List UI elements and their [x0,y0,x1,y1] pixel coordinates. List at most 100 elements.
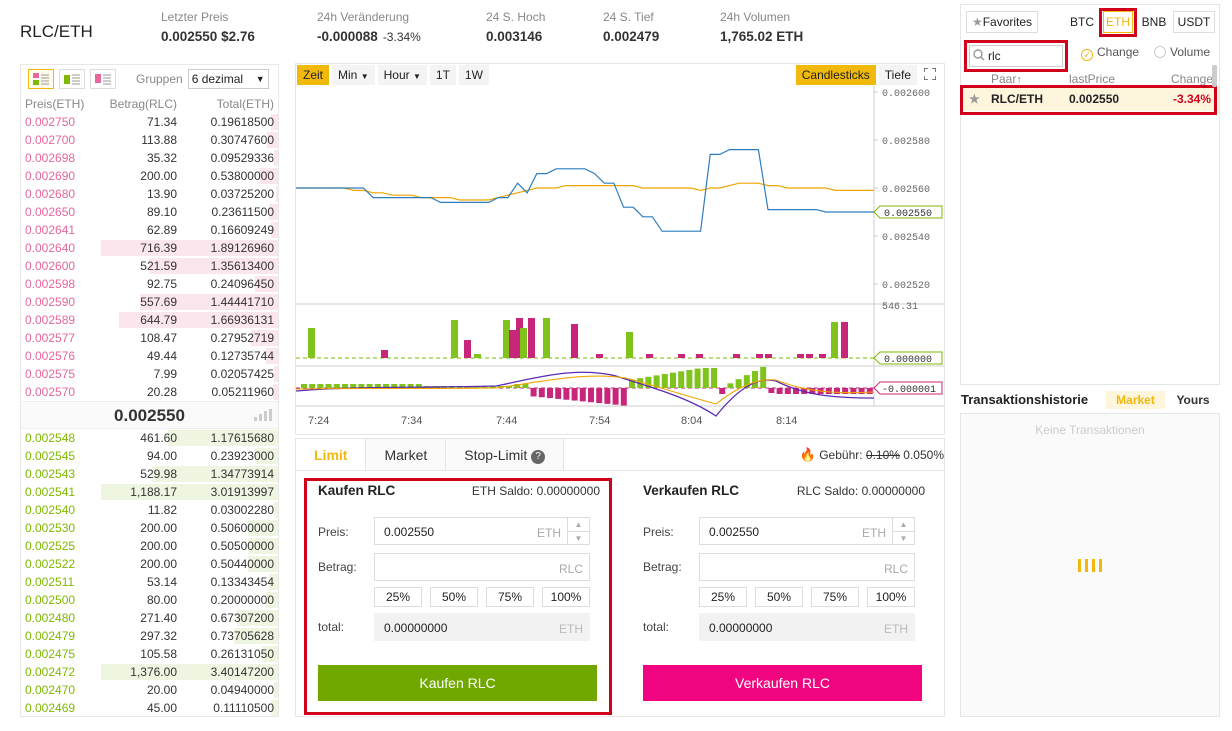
quote-bnb[interactable]: BNB [1138,11,1170,33]
ask-row[interactable]: 0.002600 521.59 1.35613400 [21,257,278,275]
hour-dropdown[interactable]: Hour ▼ [377,65,427,85]
bid-row[interactable]: 0.002500 80.00 0.20000000 [21,591,278,609]
bid-row[interactable]: 0.002543 529.98 1.34773914 [21,465,278,483]
bid-row[interactable]: 0.002522 200.00 0.50440000 [21,555,278,573]
ask-row[interactable]: 0.002589 644.79 1.66936131 [21,311,278,329]
ask-row[interactable]: 0.002570 20.28 0.05211960 [21,383,278,401]
buy-pct-100[interactable]: 100% [542,587,590,607]
view-bids-icon[interactable] [59,69,85,89]
price-cell: 0.002577 [25,331,76,345]
sell-amount-input[interactable]: RLC [699,553,915,581]
help-icon[interactable]: ? [531,450,546,464]
ask-row[interactable]: 0.002700 113.88 0.30747600 [21,131,278,149]
market-row[interactable]: ★ RLC/ETH 0.002550 -3.34% [961,87,1219,111]
ask-row[interactable]: 0.002576 49.44 0.12735744 [21,347,278,365]
total-cell: 0.50600000 [210,521,274,535]
quote-usdt[interactable]: USDT [1173,11,1215,33]
search-box[interactable]: rlc [964,40,1068,72]
scrollbar[interactable] [1212,65,1217,87]
col-price[interactable]: lastPrice [1069,72,1116,86]
col-change[interactable]: Change [1170,72,1213,86]
col-pair[interactable]: Paar↑ [991,72,1022,86]
ask-row[interactable]: 0.002641 62.89 0.16609249 [21,221,278,239]
macd-bar [842,388,849,394]
quote-btc[interactable]: BTC [1065,11,1099,33]
quote-eth[interactable]: ETH [1103,11,1133,33]
bid-row[interactable]: 0.002475 105.58 0.26131050 [21,645,278,663]
sell-pct-25[interactable]: 25% [699,587,747,607]
buy-pct-25[interactable]: 25% [374,587,422,607]
bid-row[interactable]: 0.002469 45.00 0.11110500 [21,699,278,717]
bid-row[interactable]: 0.002479 297.32 0.73705628 [21,627,278,645]
ask-row[interactable]: 0.002575 7.99 0.02057425 [21,365,278,383]
week-button[interactable]: 1W [458,65,489,85]
amount-cell: 45.00 [146,701,177,715]
stepper-down-icon[interactable]: ▼ [893,531,914,544]
ask-row[interactable]: 0.002750 71.34 0.19618500 [21,113,278,131]
macd-bar [784,388,791,394]
macd-bar [383,384,389,388]
market-list: ★Favorites BTC ETH BNB USDT rlc ✓ Change … [960,4,1220,385]
time-button[interactable]: Zeit [297,65,330,85]
price-cell: 0.002589 [25,313,76,327]
search-input[interactable]: rlc [988,49,1001,63]
buy-price-input[interactable]: 0.002550 ETH ▲ ▼ [374,517,590,545]
buy-pct-75[interactable]: 75% [486,587,534,607]
bid-row[interactable]: 0.002545 94.00 0.23923000 [21,447,278,465]
volume-bar [831,322,838,358]
ask-row[interactable]: 0.002680 13.90 0.03725200 [21,185,278,203]
stepper-up-icon[interactable]: ▲ [574,520,583,529]
candlesticks-button[interactable]: Candlesticks [795,65,876,85]
star-icon[interactable]: ★ [969,92,980,106]
bid-row[interactable]: 0.002548 461.60 1.17615680 [21,429,278,447]
ask-row[interactable]: 0.002577 108.47 0.27952719 [21,329,278,347]
total-cell: 0.09529336 [210,151,274,165]
sell-button[interactable]: Verkaufen RLC [643,665,922,701]
buy-amount-input[interactable]: RLC [374,553,590,581]
favorites-tab[interactable]: ★Favorites [966,11,1038,33]
bid-row[interactable]: 0.002541 1,188.17 3.01913997 [21,483,278,501]
highlight-box [960,85,1217,115]
bid-row[interactable]: 0.002525 200.00 0.50500000 [21,537,278,555]
bid-row[interactable]: 0.002480 271.40 0.67307200 [21,609,278,627]
stepper-up-icon[interactable]: ▲ [899,520,908,529]
bid-row[interactable]: 0.002530 200.00 0.50600000 [21,519,278,537]
volume-bar [516,318,523,358]
tab-market[interactable]: Market [366,439,447,470]
view-both-icon[interactable] [28,69,54,89]
bid-row[interactable]: 0.002540 11.82 0.03002280 [21,501,278,519]
ask-row[interactable]: 0.002598 92.75 0.24096450 [21,275,278,293]
price-cell: 0.002650 [25,205,76,219]
sell-pct-75[interactable]: 75% [811,587,859,607]
sort-change-radio[interactable]: ✓ Change [1081,45,1139,61]
sell-price-input[interactable]: 0.002550 ETH ▲ ▼ [699,517,915,545]
bid-row[interactable]: 0.002470 20.00 0.04940000 [21,681,278,699]
total-cell: 0.50500000 [210,539,274,553]
ask-row[interactable]: 0.002640 716.39 1.89126960 [21,239,278,257]
fullscreen-icon[interactable] [923,66,937,83]
group-select[interactable]: 6 dezimal ▼ [187,69,269,89]
bid-row[interactable]: 0.002472 1,376.00 3.40147200 [21,663,278,681]
history-tab-yours[interactable]: Yours [1176,393,1210,407]
bid-row[interactable]: 0.002511 53.14 0.13343454 [21,573,278,591]
ask-row[interactable]: 0.002690 200.00 0.53800000 [21,167,278,185]
macd-bar [793,388,799,394]
buy-pct-50[interactable]: 50% [430,587,478,607]
buy-button[interactable]: Kaufen RLC [318,665,597,701]
tab-limit[interactable]: Limit [296,439,367,470]
total-cell: 3.01913997 [210,485,274,499]
ask-row[interactable]: 0.002698 35.32 0.09529336 [21,149,278,167]
sell-pct-50[interactable]: 50% [755,587,803,607]
stepper-down-icon[interactable]: ▼ [568,531,589,544]
sell-pct-100[interactable]: 100% [867,587,915,607]
tab-stop-limit[interactable]: Stop-Limit ? [446,439,565,470]
day-button[interactable]: 1T [429,65,456,85]
min-dropdown[interactable]: Min ▼ [332,65,375,85]
view-asks-icon[interactable] [90,69,116,89]
sort-volume-radio[interactable]: Volume [1154,45,1210,59]
history-tab-market[interactable]: Market [1106,391,1165,409]
amount-cell: 716.39 [140,241,177,255]
ask-row[interactable]: 0.002650 89.10 0.23611500 [21,203,278,221]
depth-button[interactable]: Tiefe [878,65,917,85]
ask-row[interactable]: 0.002590 557.69 1.44441710 [21,293,278,311]
